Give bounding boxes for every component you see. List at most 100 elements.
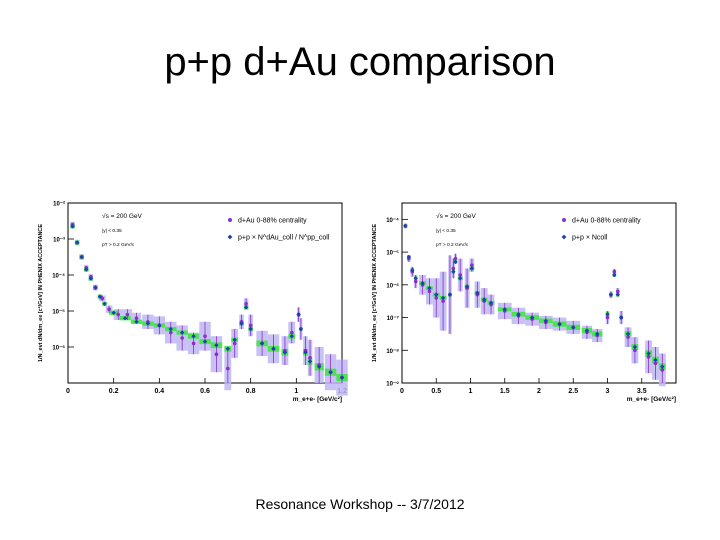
x-tick-label: 1.5	[500, 388, 510, 395]
pp-point	[447, 292, 453, 297]
slide-title: p+p d+Au comparison	[164, 40, 556, 84]
pp-point	[307, 359, 313, 364]
x-tick-label: 0.5	[431, 388, 441, 395]
legend-label-dau: d+Au 0-88% centrality	[238, 218, 307, 225]
pp-point	[410, 267, 415, 273]
pp-point	[179, 330, 185, 335]
pp-point	[406, 254, 412, 260]
legend-marker-pp	[561, 234, 567, 240]
y-tick-label: 10⁻⁵	[52, 310, 65, 316]
dau-point	[653, 361, 658, 366]
y-tick-label: 10⁻⁶	[386, 283, 399, 289]
pp-point	[298, 326, 304, 332]
dau-point	[116, 312, 121, 317]
pp-point	[339, 375, 345, 380]
pp-point	[111, 310, 116, 315]
dau-point	[626, 335, 630, 339]
pp-point	[248, 326, 253, 332]
legend-label-pp: p+p × Ncoll	[572, 235, 608, 242]
dau-point	[203, 334, 207, 338]
dau-point	[248, 323, 253, 328]
chart-left: 1/N_evt dN/dm_ee [c²/GeV] IN PHENIX ACCE…	[37, 201, 348, 403]
pp-point	[427, 285, 432, 291]
y-axis-label: 1/N_evt dN/dm_ee [c²/GeV] IN PHENIX ACCE…	[37, 224, 44, 362]
dau-point	[615, 289, 620, 294]
dau-point	[441, 299, 445, 303]
dau-point	[458, 273, 463, 277]
x-axis-label: m_e+e- [GeV/c²]	[627, 396, 676, 403]
dau-point	[308, 356, 312, 360]
dau-point	[180, 336, 184, 340]
pp-point	[271, 346, 276, 351]
dau-point	[451, 266, 456, 271]
dau-point	[633, 348, 637, 353]
x-tick-label: 0.4	[154, 388, 164, 395]
pp-point	[440, 295, 446, 301]
dau-point	[413, 279, 418, 284]
x-tick-label: 2	[537, 388, 541, 395]
pp-point	[413, 276, 418, 281]
dau-point	[168, 330, 173, 335]
dau-point	[214, 352, 219, 356]
pp-point	[202, 339, 208, 344]
pp-point	[282, 350, 288, 355]
pp-point	[296, 312, 301, 317]
dau-point	[191, 341, 196, 346]
dau-point	[605, 315, 610, 320]
y-axis-label: 1/N_evt dN/dm_ee [c²/GeV] IN PHENIX ACCE…	[371, 224, 378, 362]
pp-point	[79, 254, 84, 260]
pp-point	[469, 266, 475, 271]
dau-point	[244, 302, 248, 306]
y-tick-label: 10⁻⁸	[386, 349, 399, 355]
legend-marker-dau	[562, 218, 566, 222]
pp-point	[97, 294, 103, 299]
pp-point	[102, 301, 107, 306]
x-tick-label: 3	[606, 388, 610, 395]
dau-point	[134, 316, 139, 320]
pp-point	[70, 224, 75, 229]
x-tick-label: 3.5	[637, 388, 647, 395]
plot-annotation: √s = 200 GeV	[436, 212, 477, 220]
dau-point	[612, 269, 617, 274]
pp-point	[289, 334, 294, 339]
pp-point	[145, 321, 151, 326]
y-tick-label: 10⁻⁶	[52, 346, 65, 352]
x-tick-label: 1	[469, 388, 473, 395]
pp-point	[529, 315, 535, 320]
x-tick-label: 0	[400, 388, 404, 395]
legend-marker-pp	[227, 234, 233, 240]
pp-point	[157, 323, 162, 328]
legend-marker-dau	[228, 218, 232, 222]
pp-point	[316, 364, 322, 369]
slide-footer: Resonance Workshop -- 3/7/2012	[255, 496, 465, 512]
y-tick-label: 10⁻²	[53, 201, 65, 208]
pp-point	[403, 223, 408, 229]
pp-point	[646, 351, 651, 356]
pp-point	[475, 290, 480, 296]
legend-label-pp: p+p × N^dAu_coll / N^pp_coll	[238, 235, 330, 242]
pp-point	[239, 321, 244, 326]
pp-point	[232, 337, 237, 342]
dau-point	[427, 289, 432, 294]
dau-point	[470, 263, 474, 267]
pp-point	[605, 312, 610, 317]
y-tick-label: 10⁻⁹	[386, 382, 399, 388]
pp-point	[328, 370, 333, 375]
pp-point	[259, 341, 265, 346]
pp-point	[451, 269, 456, 274]
pp-point	[93, 285, 98, 290]
y-tick-label: 10⁻³	[53, 237, 65, 244]
y-tick-label: 10⁻⁴	[386, 218, 399, 224]
pp-point	[420, 280, 425, 286]
legend-label-dau: d+Au 0-88% centrality	[572, 218, 641, 225]
plot-annotation: |y| < 0.35	[436, 228, 456, 234]
x-tick-label: 0	[66, 388, 70, 395]
pp-point	[571, 325, 576, 330]
pp-point	[191, 334, 196, 339]
x-tick-label: 0.6	[200, 388, 210, 395]
x-axis-label: m_e+e- [GeV/c²]	[293, 396, 342, 403]
pp-point	[84, 267, 89, 272]
dau-point	[100, 296, 105, 301]
pp-point	[122, 316, 128, 321]
dau-point	[232, 341, 237, 346]
